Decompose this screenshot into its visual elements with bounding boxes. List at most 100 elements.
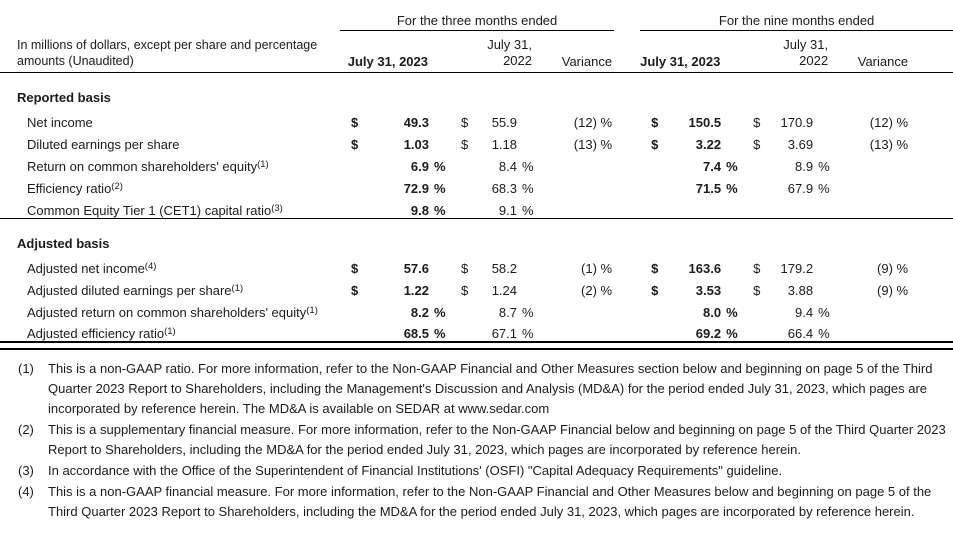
nine-months-variance-cell: (12) % bbox=[869, 115, 909, 130]
three-months-cur-dollar-sign-cell: $ bbox=[351, 137, 359, 152]
nine-months-cur-value-cell: 71.5 bbox=[695, 181, 722, 196]
nine-months-cur-percent-sign-cell: % bbox=[726, 326, 738, 341]
footnote-text: In accordance with the Office of the Sup… bbox=[48, 463, 783, 478]
three-months-prior-dollar-sign-cell bbox=[450, 196, 478, 219]
nine-months-cur-value-cell: 3.53 bbox=[695, 283, 722, 298]
three-months-prior-value-cell: 8.7 bbox=[498, 305, 517, 320]
row-label: Adjusted net income(4) bbox=[27, 261, 157, 276]
footnotes: (1) This is a non-GAAP ratio. For more in… bbox=[0, 359, 953, 522]
stub-line-1: In millions of dollars, except per share… bbox=[17, 37, 318, 52]
table-row: Adjusted return on common shareholders' … bbox=[0, 298, 953, 320]
spacer-cell bbox=[910, 108, 953, 130]
three-months-variance-cell: (1) % bbox=[581, 261, 613, 276]
row-label: Net income bbox=[27, 115, 93, 130]
three-months-prior-percent-sign-cell: % bbox=[522, 181, 534, 196]
nine-months-prior-dollar-sign-cell: $ bbox=[753, 137, 761, 152]
three-months-cur-value-cell: 1.03 bbox=[403, 137, 429, 152]
three-months-cur-dollar-sign-cell bbox=[340, 298, 370, 320]
three-months-prior-value-cell: 58.2 bbox=[491, 261, 517, 276]
row-label: Return on common shareholders' equity(1) bbox=[27, 159, 269, 174]
header-nine-months-variance: Variance bbox=[834, 30, 911, 73]
nine-months-prior-percent-sign-cell: % bbox=[818, 181, 830, 196]
three-months-cur-dollar-sign-cell bbox=[340, 196, 370, 219]
spacer-cell bbox=[910, 320, 953, 342]
three-months-prior-dollar-sign-cell bbox=[450, 320, 478, 342]
spacer-cell bbox=[614, 276, 640, 298]
nine-months-cur-value-cell: 7.4 bbox=[703, 159, 722, 174]
nine-months-prior-value-cell: 179.2 bbox=[780, 261, 814, 276]
footnote-text: This is a non-GAAP financial measure. Fo… bbox=[48, 484, 932, 519]
nine-months-cur-percent-sign-cell bbox=[722, 130, 742, 152]
row-label: Diluted earnings per share bbox=[27, 137, 180, 152]
three-months-prior-percent-sign-cell bbox=[518, 130, 538, 152]
section-title: Reported basis bbox=[17, 90, 111, 105]
spacer-cell bbox=[614, 320, 640, 342]
footnote: (1) This is a non-GAAP ratio. For more in… bbox=[18, 359, 947, 419]
three-months-prior-dollar-sign-cell: $ bbox=[461, 137, 469, 152]
nine-months-prior-dollar-sign-cell bbox=[742, 298, 768, 320]
nine-months-variance-cell: (13) % bbox=[869, 137, 909, 152]
three-months-cur-value-cell: 6.9 bbox=[410, 159, 429, 174]
double-rule bbox=[0, 341, 953, 350]
three-months-prior-dollar-sign-cell bbox=[450, 152, 478, 174]
header-nine-months-2022: July 31, 2022 bbox=[722, 30, 835, 73]
table-stub-caption: In millions of dollars, except per share… bbox=[0, 30, 340, 73]
column-header-row: In millions of dollars, except per share… bbox=[0, 30, 953, 73]
nine-months-prior-percent-sign-cell: % bbox=[818, 326, 830, 341]
nine-months-cur-value-cell: 69.2 bbox=[695, 326, 722, 341]
nine-months-variance-cell bbox=[834, 152, 910, 174]
footnote-text: This is a non-GAAP ratio. For more infor… bbox=[48, 361, 933, 416]
spacer-cell bbox=[614, 196, 641, 219]
nine-months-prior-percent-sign-cell bbox=[814, 130, 834, 152]
three-months-prior-percent-sign-cell: % bbox=[522, 305, 534, 320]
nine-months-prior-dollar-sign-cell: $ bbox=[753, 283, 761, 298]
period-group-header-row: For the three months ended For the nine … bbox=[0, 5, 953, 31]
three-months-cur-dollar-sign-cell: $ bbox=[351, 283, 359, 298]
nine-months-prior-value-cell: 3.69 bbox=[787, 137, 814, 152]
nine-months-prior-percent-sign-cell bbox=[814, 276, 834, 298]
nine-months-variance-cell: (9) % bbox=[877, 261, 909, 276]
three-months-prior-dollar-sign-cell: $ bbox=[461, 283, 469, 298]
three-months-cur-percent-sign-cell bbox=[430, 108, 450, 130]
footnote-ref: (1) bbox=[164, 326, 176, 337]
footnote-ref: (3) bbox=[271, 202, 283, 214]
three-months-cur-value-cell: 1.22 bbox=[403, 283, 429, 298]
nine-months-variance-cell bbox=[834, 174, 910, 196]
section-title: Adjusted basis bbox=[17, 236, 110, 251]
footnote-marker: (2) bbox=[18, 422, 34, 437]
nine-months-cur-percent-sign-cell: % bbox=[726, 181, 738, 196]
three-months-prior-percent-sign-cell: % bbox=[522, 326, 534, 341]
nine-months-cur-dollar-sign-cell bbox=[640, 196, 669, 219]
three-months-cur-percent-sign-cell: % bbox=[434, 181, 446, 196]
table-row: Adjusted efficiency ratio(1) 68.5% 67.1% 69… bbox=[0, 320, 953, 342]
table-row: Adjusted diluted earnings per share(1) $1… bbox=[0, 276, 953, 298]
three-months-prior-percent-sign-cell: % bbox=[522, 159, 534, 174]
nine-months-cur-dollar-sign-cell bbox=[640, 152, 668, 174]
spacer-cell bbox=[614, 5, 640, 30]
spacer-cell bbox=[910, 298, 953, 320]
three-months-prior-dollar-sign-cell: $ bbox=[461, 115, 469, 130]
nine-months-prior-value-cell: 3.88 bbox=[787, 283, 814, 298]
page: For the three months ended For the nine … bbox=[0, 5, 953, 522]
row-label: Adjusted efficiency ratio(1) bbox=[27, 326, 176, 341]
nine-months-cur-dollar-sign-cell: $ bbox=[651, 261, 659, 276]
nine-months-prior-percent-sign-cell bbox=[814, 254, 834, 276]
nine-months-cur-dollar-sign-cell: $ bbox=[651, 115, 659, 130]
nine-months-prior-dollar-sign-cell bbox=[742, 152, 768, 174]
nine-months-cur-dollar-sign-cell bbox=[640, 320, 668, 342]
section-row: Adjusted basis bbox=[0, 218, 953, 254]
nine-months-variance-cell bbox=[834, 196, 911, 219]
three-months-prior-value-cell: 55.9 bbox=[491, 115, 517, 130]
nine-months-prior-percent-sign-cell bbox=[814, 108, 834, 130]
three-months-prior-value-cell: 68.3 bbox=[491, 181, 517, 196]
spacer-cell bbox=[614, 298, 640, 320]
three-months-cur-value-cell: 8.2 bbox=[410, 305, 429, 320]
three-months-cur-percent-sign-cell: % bbox=[434, 159, 446, 174]
footnote-ref: (1) bbox=[257, 159, 269, 170]
spacer-cell bbox=[910, 196, 953, 219]
three-months-prior-percent-sign-cell bbox=[518, 276, 538, 298]
spacer-cell bbox=[0, 5, 340, 30]
three-months-prior-percent-sign-cell: % bbox=[518, 196, 538, 219]
spacer-cell bbox=[614, 30, 641, 73]
three-months-variance-cell: (13) % bbox=[573, 137, 613, 152]
